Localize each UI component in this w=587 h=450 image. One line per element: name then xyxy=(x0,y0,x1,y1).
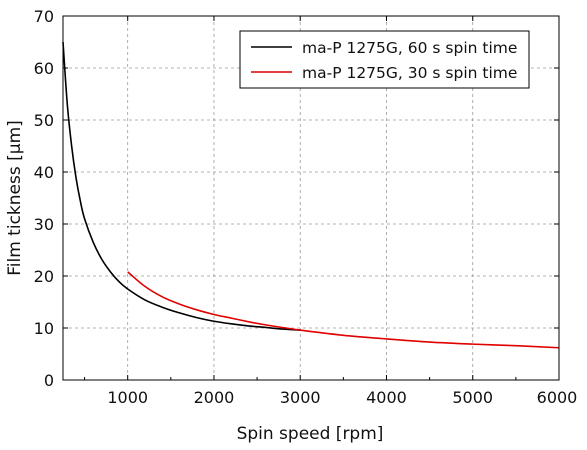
x-tick-label: 6000 xyxy=(537,388,578,407)
series-line-1 xyxy=(127,271,560,349)
series-line-0 xyxy=(62,41,301,331)
x-tick-label: 2000 xyxy=(194,388,235,407)
y-tick-label: 30 xyxy=(34,215,54,234)
x-axis-title: Spin speed [rpm] xyxy=(237,424,384,444)
y-axis-title: Film tickness [µm] xyxy=(5,120,25,276)
y-tick-label: 10 xyxy=(34,319,54,338)
plot-frame xyxy=(62,15,560,381)
y-tick-label: 60 xyxy=(34,59,54,78)
y-tick-label: 0 xyxy=(44,371,54,390)
x-tick-label: 4000 xyxy=(366,388,407,407)
x-tick-label: 1000 xyxy=(107,388,148,407)
legend-label-series-1: ma-P 1275G, 30 s spin time xyxy=(302,64,517,82)
ticks: 0 10 20 30 40 50 60 70 1000 2000 3000 4000 5000 6000 xyxy=(34,7,578,407)
y-tick-label: 70 xyxy=(34,7,54,26)
y-tick-label: 40 xyxy=(34,163,54,182)
legend-label-series-0: ma-P 1275G, 60 s spin time xyxy=(302,39,517,57)
x-tick-label: 5000 xyxy=(452,388,493,407)
legend-box xyxy=(239,30,530,89)
y-tick-label: 20 xyxy=(34,267,54,286)
legend: ma-P 1275G, 60 s spin time ma-P 1275G, 3… xyxy=(239,30,530,89)
y-tick-label: 50 xyxy=(34,111,54,130)
x-tick-label: 3000 xyxy=(280,388,321,407)
series-layer xyxy=(62,41,560,349)
